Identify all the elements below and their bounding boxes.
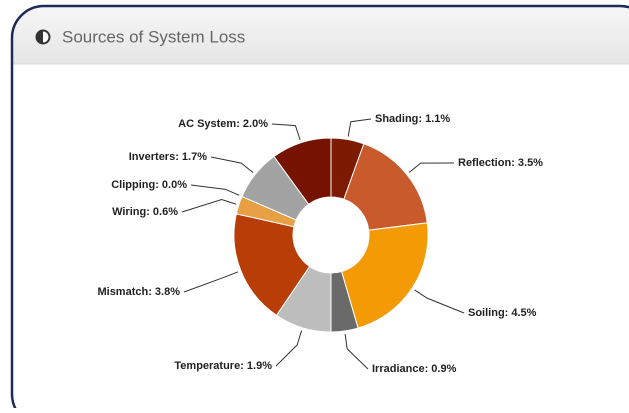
data-label: Temperature: 1.9% <box>174 360 272 372</box>
data-label: AC System: 2.0% <box>178 118 268 130</box>
data-label: Soiling: 4.5% <box>468 307 537 319</box>
panel <box>12 6 629 413</box>
leader-line <box>414 289 465 314</box>
data-label: Clipping: 0.0% <box>111 179 187 191</box>
wedge <box>340 222 429 329</box>
panel-header <box>12 6 629 64</box>
wedge <box>233 213 311 316</box>
leader-line <box>344 333 369 370</box>
data-label: Wiring: 0.6% <box>112 206 178 218</box>
data-label: Reflection: 3.5% <box>458 157 543 169</box>
leader-line <box>210 156 254 173</box>
header-icon <box>35 29 51 45</box>
leader-line <box>190 184 240 196</box>
leader-line <box>347 118 372 137</box>
data-label: Mismatch: 3.8% <box>97 286 180 298</box>
data-label: Shading: 1.1% <box>375 113 450 125</box>
leader-line <box>408 162 455 173</box>
leader-line <box>181 198 237 213</box>
data-label: Inverters: 1.7% <box>129 151 207 163</box>
panel-title: Sources of System Loss <box>62 27 245 46</box>
wedge <box>273 137 332 205</box>
data-label: Irradiance: 0.9% <box>372 363 457 375</box>
leader-line <box>183 271 239 293</box>
panel-border <box>10 4 629 413</box>
leader-line <box>271 123 301 141</box>
leader-line <box>275 330 303 367</box>
